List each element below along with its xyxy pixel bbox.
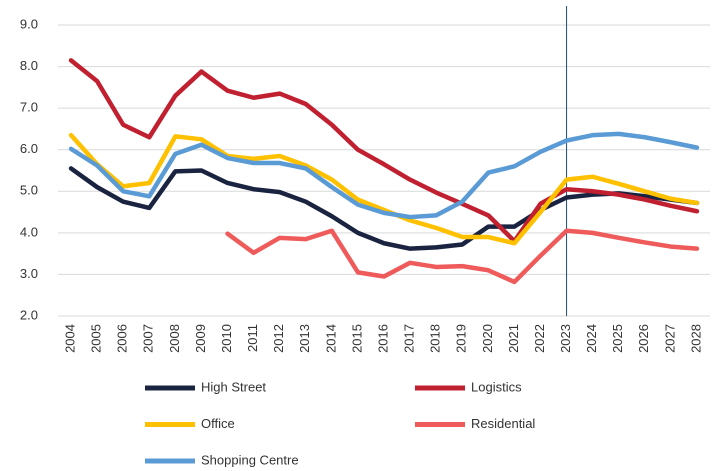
x-tick-label: 2016 (375, 324, 390, 353)
y-tick-label: 2.0 (20, 307, 38, 322)
x-tick-label: 2005 (89, 324, 104, 353)
x-tick-label: 2011 (245, 324, 260, 352)
x-tick-label: 2027 (662, 324, 677, 353)
legend-label: Residential (471, 416, 535, 431)
x-tick-label: 2019 (454, 324, 469, 353)
x-tick-label: 2009 (193, 324, 208, 353)
legend-label: High Street (201, 379, 266, 394)
line-series (68, 166, 700, 251)
legend-label: Office (201, 416, 235, 431)
x-tick-label: 2010 (219, 324, 234, 353)
x-tick-label: 2017 (402, 324, 417, 353)
y-tick-label: 5.0 (20, 183, 38, 198)
line-series (68, 58, 700, 244)
y-tick-label: 6.0 (20, 141, 38, 156)
x-tick-label: 2026 (636, 324, 651, 353)
x-tick-label: 2025 (610, 324, 625, 353)
line-series (68, 131, 700, 220)
x-tick-label: 2020 (480, 324, 495, 353)
line-series (225, 228, 700, 285)
x-tick-label: 2013 (297, 324, 312, 353)
x-tick-label: 2007 (141, 324, 156, 353)
x-tick-label: 2022 (532, 324, 547, 353)
line-series (68, 132, 700, 246)
x-tick-label: 2028 (688, 324, 703, 353)
y-tick-label: 4.0 (20, 224, 38, 239)
x-tick-label: 2018 (428, 324, 443, 353)
y-tick-label: 3.0 (20, 266, 38, 281)
legend-label: Logistics (471, 379, 522, 394)
x-tick-label: 2012 (271, 324, 286, 353)
x-tick-label: 2006 (115, 324, 130, 353)
x-tick-label: 2021 (506, 324, 521, 353)
x-tick-label: 2023 (558, 324, 573, 353)
y-tick-label: 8.0 (20, 58, 38, 73)
x-tick-label: 2015 (349, 324, 364, 353)
x-tick-label: 2024 (584, 324, 599, 353)
x-tick-label: 2008 (167, 324, 182, 353)
y-tick-label: 7.0 (20, 100, 38, 115)
y-tick-label: 9.0 (20, 16, 38, 31)
legend-label: Shopping Centre (201, 452, 299, 467)
x-tick-label: 2014 (323, 324, 338, 353)
x-tick-label: 2004 (62, 324, 77, 353)
